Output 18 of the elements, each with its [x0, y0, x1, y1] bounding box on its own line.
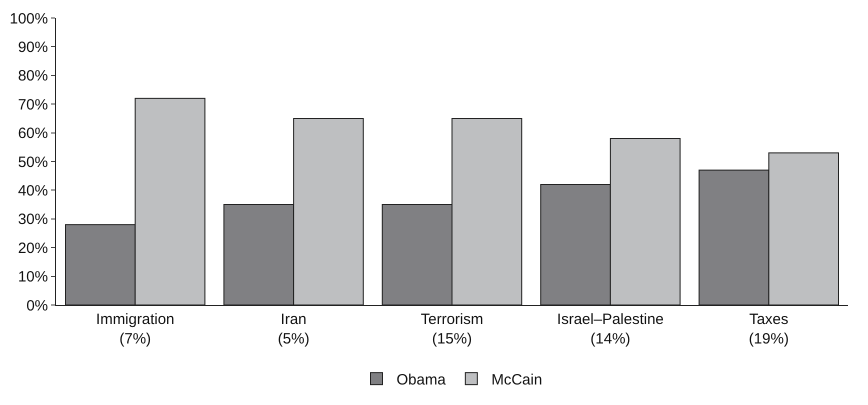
y-tick-label: 50% — [18, 154, 48, 171]
x-tick-label: Israel–Palestine (14%) — [557, 311, 664, 348]
x-tick-label: Immigration (7%) — [96, 311, 174, 348]
x-tick-label: Iran (5%) — [278, 311, 310, 348]
y-tick-label: 60% — [18, 125, 48, 142]
y-tick-label: 90% — [18, 38, 48, 56]
x-tick-label: Terrorism (15%) — [420, 311, 484, 348]
y-tick-label: 0% — [26, 297, 48, 314]
legend-label: McCain — [491, 372, 542, 388]
y-tick-label: 40% — [18, 182, 48, 200]
legend-label: Obama — [396, 372, 446, 388]
y-tick-label: 10% — [18, 268, 48, 286]
x-tick-label: Taxes (19%) — [748, 311, 789, 348]
y-tick-label: 30% — [18, 211, 48, 228]
y-tick-label: 80% — [18, 68, 48, 85]
y-tick-label: 70% — [18, 96, 48, 114]
y-tick-label: 20% — [18, 240, 48, 257]
y-tick-label: 100% — [10, 10, 48, 28]
